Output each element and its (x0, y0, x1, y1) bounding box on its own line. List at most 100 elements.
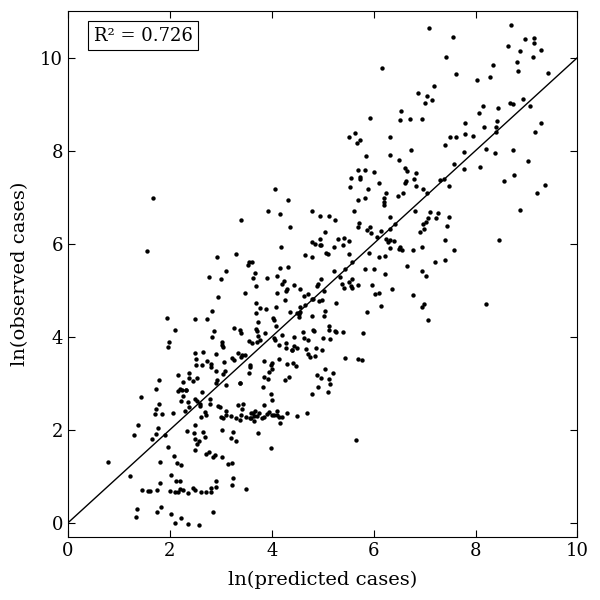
Point (245, 337, 254, 346)
Point (180, 406, 190, 416)
Point (172, 458, 182, 468)
Point (350, 206, 359, 216)
Point (221, 380, 230, 390)
Point (440, 140, 449, 149)
Point (151, 404, 161, 414)
Point (381, 188, 391, 197)
Point (198, 347, 208, 357)
Point (394, 244, 404, 254)
Point (307, 389, 317, 398)
Point (425, 207, 435, 217)
Point (474, 108, 484, 118)
Point (293, 308, 302, 317)
Point (376, 302, 385, 311)
Point (206, 362, 215, 371)
Point (339, 233, 349, 243)
Point (143, 486, 153, 496)
Point (325, 321, 334, 331)
Point (218, 342, 228, 352)
Point (236, 410, 246, 419)
Point (173, 487, 182, 496)
Point (280, 376, 290, 385)
Point (505, 98, 515, 107)
Point (205, 394, 215, 403)
Point (202, 356, 211, 365)
Point (232, 413, 241, 422)
Point (518, 94, 527, 104)
Point (521, 34, 530, 43)
Point (346, 182, 355, 192)
Point (449, 245, 459, 255)
Point (499, 176, 509, 186)
Point (346, 281, 355, 290)
Point (218, 425, 227, 434)
Point (212, 476, 221, 486)
Point (149, 193, 158, 203)
Point (201, 410, 211, 419)
Point (249, 416, 259, 426)
Point (361, 193, 370, 203)
Point (460, 164, 469, 173)
Point (302, 344, 311, 354)
Point (154, 375, 164, 385)
Point (508, 99, 518, 109)
Point (419, 299, 428, 308)
Point (354, 218, 364, 228)
Point (259, 383, 268, 392)
Point (374, 289, 383, 298)
Point (216, 274, 226, 284)
Point (425, 23, 434, 33)
Point (324, 325, 334, 335)
Point (330, 215, 340, 225)
Point (389, 236, 399, 246)
Point (379, 193, 389, 202)
Point (308, 295, 317, 304)
Point (206, 483, 216, 493)
Point (440, 235, 450, 244)
Point (493, 104, 502, 113)
Point (424, 213, 433, 223)
Point (271, 322, 280, 331)
Point (256, 335, 265, 344)
Point (190, 314, 200, 324)
Point (248, 409, 257, 418)
Point (212, 252, 222, 262)
Point (274, 340, 284, 350)
Point (352, 138, 362, 148)
Point (247, 338, 257, 347)
Point (319, 286, 329, 296)
Point (221, 406, 231, 416)
Point (419, 224, 429, 234)
Point (249, 411, 259, 421)
Point (383, 237, 392, 247)
Point (424, 316, 433, 325)
Point (266, 361, 276, 370)
Point (478, 101, 488, 110)
Point (264, 367, 274, 377)
Point (492, 116, 502, 126)
Point (261, 304, 271, 314)
Point (439, 175, 449, 184)
Point (233, 348, 243, 358)
Point (460, 130, 470, 139)
Point (355, 136, 365, 145)
Point (381, 234, 391, 244)
Point (434, 209, 443, 218)
Point (418, 220, 428, 229)
Point (266, 443, 275, 452)
Point (157, 410, 167, 419)
Point (324, 212, 334, 221)
Point (243, 260, 253, 269)
Point (280, 276, 289, 286)
Point (481, 145, 491, 154)
Point (226, 411, 236, 421)
Point (417, 115, 427, 124)
Point (475, 162, 485, 172)
Point (292, 361, 301, 370)
Point (307, 311, 316, 320)
Point (212, 349, 221, 359)
Point (452, 69, 461, 79)
Point (449, 32, 458, 42)
Point (515, 46, 525, 56)
Point (319, 311, 329, 321)
